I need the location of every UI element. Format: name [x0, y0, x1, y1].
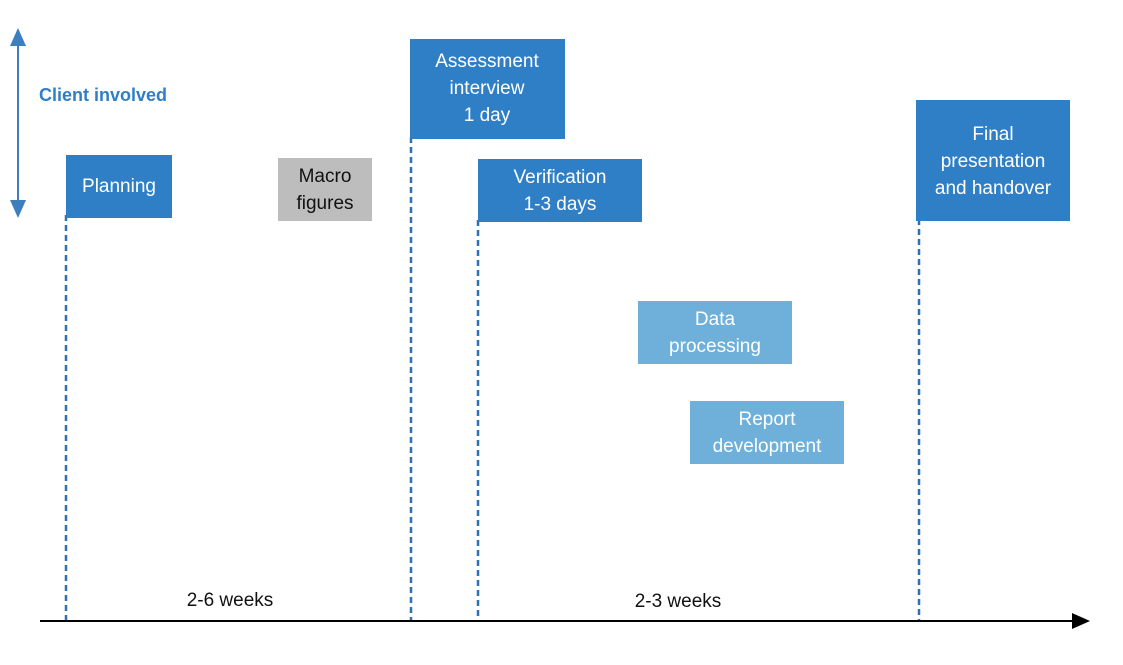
duration-label: 2-6 weeks — [187, 590, 274, 611]
node-label: and handover — [935, 178, 1052, 199]
node-label: Planning — [82, 176, 156, 197]
node-label: Assessment — [435, 51, 539, 72]
node-label: interview — [450, 78, 525, 99]
node-label: 1 day — [464, 105, 511, 126]
node-label: Final — [972, 124, 1013, 145]
node-label: development — [713, 436, 823, 457]
node-box — [478, 159, 642, 222]
node-box — [278, 158, 372, 221]
node-label: presentation — [941, 151, 1046, 172]
duration-label: 2-3 weeks — [635, 591, 722, 612]
node-label: Data — [695, 309, 736, 330]
side-label: Client involved — [39, 85, 167, 105]
node-box — [638, 301, 792, 364]
node-label: processing — [669, 336, 761, 357]
node-label: Macro — [299, 166, 352, 187]
node-label: figures — [296, 193, 353, 214]
node-box — [916, 100, 1070, 221]
node-label: Report — [738, 409, 796, 430]
node-box — [690, 401, 844, 464]
node-box — [66, 155, 172, 218]
node-box — [410, 39, 565, 139]
node-label: 1-3 days — [524, 194, 597, 215]
node-label: Verification — [514, 167, 607, 188]
